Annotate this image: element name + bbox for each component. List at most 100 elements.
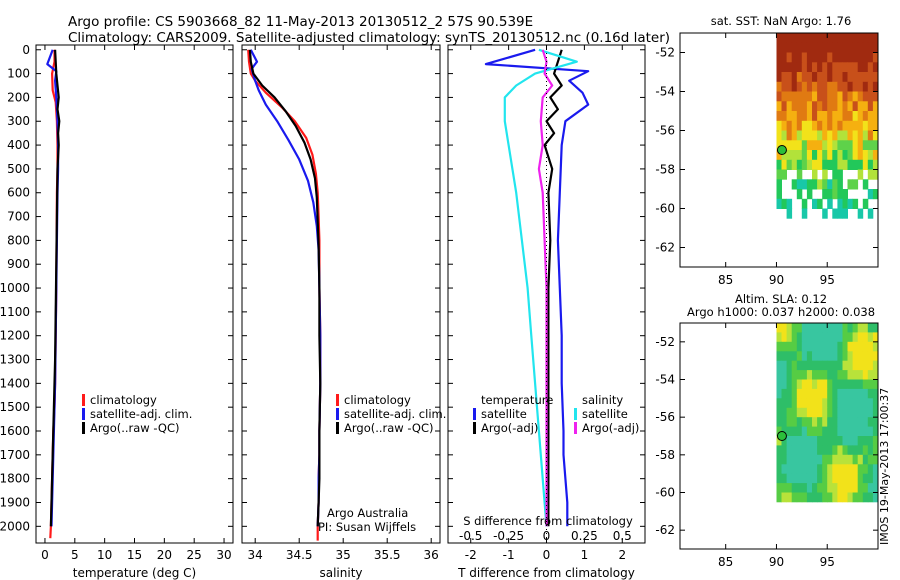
heatmap-cell [867,208,874,219]
legend-swatch [82,394,85,406]
heatmap-cell [827,417,833,427]
heatmap-cell [842,464,848,475]
heatmap-cell [862,101,869,112]
heatmap-cell [867,42,874,53]
heatmap-cell [796,130,803,141]
heatmap-cell [867,111,874,122]
heatmap-cell [817,42,823,53]
heatmap-cell [867,417,874,427]
y-tick-label: 300 [7,114,30,128]
heatmap-cell [786,473,793,484]
heatmap-cell [796,52,803,63]
x-tick-label: 0 [543,548,551,562]
heatmap-cell [852,52,859,63]
heatmap-cell [796,445,803,456]
heatmap-cell [872,189,879,200]
x-tick-label: 85 [718,273,733,287]
heatmap-cell [822,33,828,44]
heatmap-cell [781,360,787,371]
y-tick-label: 1600 [0,424,30,438]
heatmap-cell [786,360,793,371]
heatmap-cell [867,91,874,102]
heatmap-cell [827,464,833,475]
heatmap-cell [781,159,787,170]
heatmap-cell [812,436,818,446]
heatmap-cell [822,332,828,343]
heatmap-cell [791,159,798,170]
heatmap-cell [801,150,808,161]
heatmap-cell [837,379,843,390]
heatmap-cell [806,379,813,390]
x-tick-label: 36 [424,548,439,562]
heatmap-cell [776,120,782,131]
sst-map-title: sat. SST: NaN Argo: 1.76 [711,14,852,28]
heatmap-cell [862,445,869,456]
x-tick-label: 35 [336,548,351,562]
heatmap-cell [827,379,833,390]
heatmap-cell [847,341,853,352]
heatmap-cell [806,417,813,427]
x-tick-label: 30 [216,548,231,562]
heatmap-cell [791,179,798,190]
heatmap-cell [776,492,782,503]
heatmap-cell [837,341,843,352]
heatmap-cell [842,81,848,92]
heatmap-cell [852,130,859,141]
heatmap-cell [847,150,853,161]
heatmap-cell [827,407,833,418]
heatmap-cell [801,332,808,343]
heatmap-cell [801,454,808,465]
heatmap-cell [812,52,818,63]
heatmap-cell [827,351,833,362]
heatmap-cell [776,388,782,399]
heatmap-cell [806,388,813,399]
heatmap-cell [857,120,864,131]
heatmap-cell [786,140,793,151]
heatmap-cell [796,120,803,131]
heatmap-cell [867,370,874,380]
heatmap-cell [806,341,813,352]
heatmap-cell [817,341,823,352]
heatmap-cell [837,150,843,161]
heatmap-cell [776,52,782,63]
y-tick-label: 1000 [0,281,30,295]
heatmap-cell [822,42,828,53]
x-tick-label: 35.5 [374,548,401,562]
heatmap-cell [842,388,848,399]
legend-title-salinity: salinity [582,393,623,407]
heatmap-cell [812,130,818,141]
heatmap-cell [872,473,879,484]
heatmap-cell [867,436,874,446]
heatmap-cell [837,332,843,343]
heatmap-cell [832,454,838,465]
heatmap-cell [852,33,859,44]
heatmap-cell [796,388,803,399]
heatmap-cell [817,426,823,437]
x-tick-label: 20 [157,548,172,562]
heatmap-cell [827,140,833,151]
heatmap-cell [806,101,813,112]
heatmap-cell [862,360,869,371]
x-tick-label: 90 [769,273,784,287]
heatmap-cell [776,483,782,493]
heatmap-cell [852,436,859,446]
heatmap-cell [847,388,853,399]
heatmap-cell [827,323,833,333]
heatmap-cell [837,464,843,475]
heatmap-cell [837,189,843,200]
heatmap-cell [832,150,838,161]
heatmap-cell [817,62,823,73]
heatmap-cell [791,332,798,343]
heatmap-cell [786,81,793,92]
heatmap-cell [857,360,864,371]
heatmap-cell [806,483,813,493]
y-tick-label: -52 [655,335,675,349]
heatmap-cell [867,332,874,343]
heatmap-cell [847,81,853,92]
heatmap-cell [796,398,803,409]
x-tick-label: 5 [71,548,79,562]
heatmap-cell [872,323,879,333]
x-tick-label: 2 [618,548,626,562]
heatmap-cell [837,101,843,112]
heatmap-cell [791,62,798,73]
